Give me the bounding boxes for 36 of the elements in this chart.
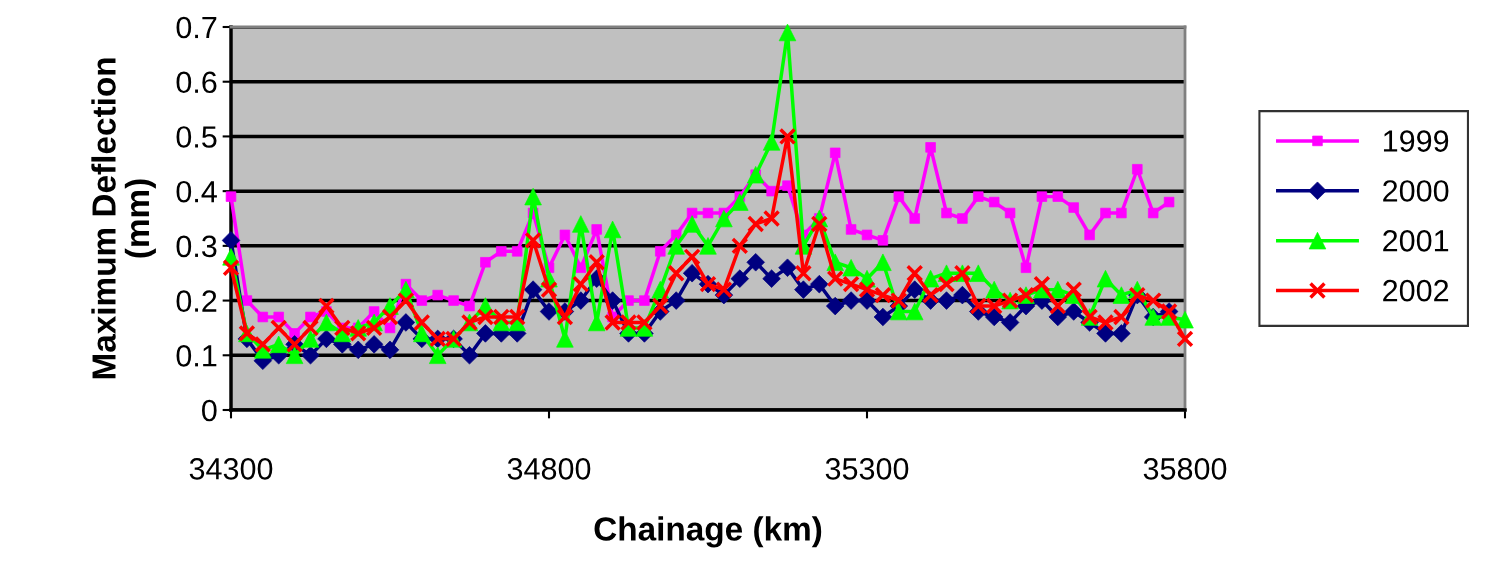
- legend-label: 2000: [1383, 180, 1449, 202]
- y-tick-label: 0.5: [176, 126, 217, 148]
- y-tick-label: 0.4: [176, 180, 217, 203]
- point: [1064, 302, 1083, 321]
- y-tick-label: 0.2: [176, 290, 217, 312]
- legend-label: 2001: [1383, 230, 1449, 252]
- y-tick-label: 0.1: [176, 345, 217, 367]
- legend-label: 2002: [1383, 279, 1449, 302]
- point: [1004, 207, 1016, 219]
- point: [1163, 196, 1175, 208]
- point: [460, 346, 479, 365]
- point: [364, 335, 384, 354]
- point: [511, 246, 523, 257]
- point: [496, 246, 507, 257]
- y-tick-label: 0.7: [176, 16, 217, 39]
- point: [221, 231, 241, 250]
- y-axis-title: Maximum Deflection (mm): [91, 58, 156, 379]
- point: [273, 311, 284, 323]
- point: [702, 207, 714, 219]
- x-tick-label: 34300: [189, 458, 273, 480]
- point: [841, 291, 861, 310]
- x-tick-label: 34800: [507, 458, 591, 480]
- point: [1020, 262, 1032, 273]
- y-tick-label: 0.6: [176, 71, 217, 94]
- point: [539, 302, 559, 321]
- x-axis-title: Chainage (km): [594, 516, 822, 548]
- legend-label: 1999: [1383, 130, 1449, 152]
- point: [380, 340, 400, 359]
- point: [988, 196, 1000, 208]
- y-tick-label: 0.3: [176, 235, 217, 258]
- x-tick-label: 35800: [1143, 458, 1227, 480]
- x-tick-label: 35300: [825, 458, 909, 480]
- y-tick-label: 0: [202, 399, 217, 422]
- point: [1048, 307, 1067, 327]
- point: [257, 311, 269, 323]
- point: [384, 322, 396, 334]
